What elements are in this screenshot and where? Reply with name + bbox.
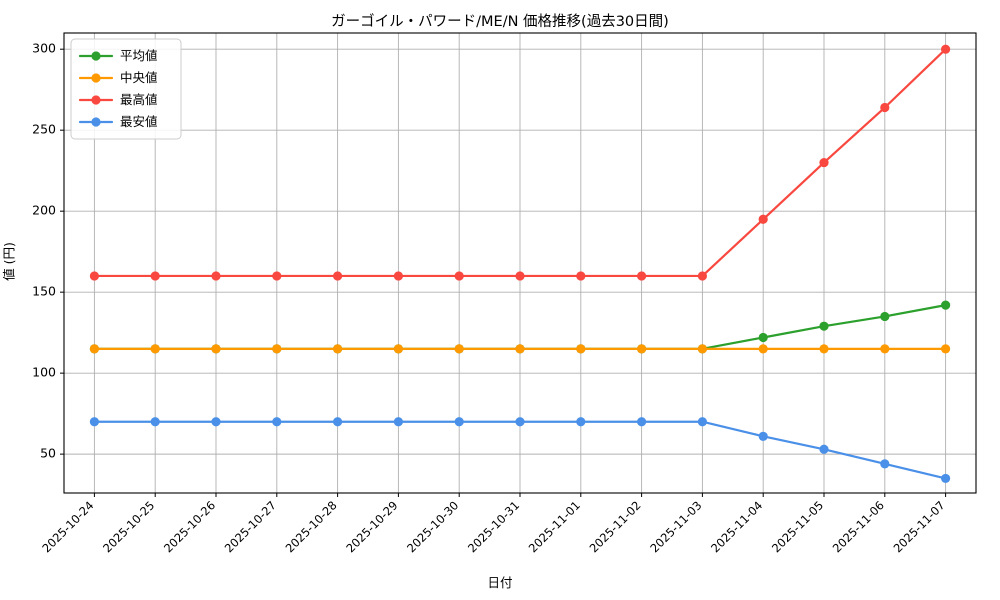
legend-marker [91,73,101,83]
y-tick-label: 100 [32,365,56,380]
data-point [150,271,160,281]
legend-marker [91,95,101,105]
x-tick-label: 2025-10-31 [465,498,522,555]
y-tick-label: 250 [32,122,56,137]
data-point [697,417,708,427]
data-point [819,157,829,168]
x-tick-label: 2025-11-06 [830,498,887,555]
series-4 [89,417,951,484]
data-point [89,417,99,427]
data-point [393,344,403,354]
data-point [393,271,403,281]
x-tick-label: 2025-11-05 [769,498,826,555]
y-tick-label: 300 [32,41,56,56]
data-point [211,271,221,281]
data-point [819,444,829,454]
x-tick-label: 2025-10-26 [161,498,218,555]
data-point [150,417,160,427]
data-point [880,311,890,322]
data-point [211,344,221,354]
y-tick-label: 50 [40,446,56,461]
data-point [637,344,647,354]
data-point [758,214,768,224]
legend-label: 最高値 [120,92,158,107]
data-point [333,271,343,281]
data-point [454,417,464,427]
x-tick-label: 2025-11-02 [587,498,644,555]
data-point [454,271,464,281]
legend-label: 最安値 [120,114,158,129]
x-tick-label: 2025-10-27 [222,498,279,555]
data-point [211,417,221,427]
data-point [272,344,282,354]
data-series-layer [89,44,951,484]
x-axis-label: 日付 [487,575,513,590]
data-point [941,473,951,484]
data-point [819,344,829,354]
y-tick-label: 150 [32,284,56,299]
data-point [89,271,99,281]
legend-item-1[interactable]: 平均値 [78,48,158,63]
data-point [272,271,282,281]
legend-box [70,38,182,140]
data-point [333,417,343,427]
data-point [637,271,647,281]
data-point [393,417,403,427]
legend-label: 平均値 [120,48,158,63]
x-tick-label: 2025-11-01 [526,498,583,555]
x-tick-label: 2025-10-25 [100,498,157,555]
data-point [576,344,586,354]
data-point [150,344,160,354]
data-point [758,344,768,354]
x-tick-label: 2025-11-07 [891,498,948,555]
data-point [941,344,951,354]
data-point [89,344,99,354]
data-point [941,300,951,310]
data-point [880,459,890,469]
x-tick-label: 2025-10-29 [343,498,400,555]
legend-item-4[interactable]: 最安値 [78,114,158,129]
data-point [697,271,708,281]
data-point [880,344,890,354]
legend-item-2[interactable]: 中央値 [78,70,158,85]
data-point [515,271,525,281]
data-point [576,271,586,281]
series-3 [89,44,951,281]
y-tick-label: 200 [32,203,56,218]
data-point [576,417,586,427]
data-point [637,417,647,427]
legend-marker [91,117,101,127]
data-point [333,344,343,354]
data-point [819,321,829,331]
data-point [941,44,951,54]
data-point [272,417,282,427]
series-2 [89,344,951,354]
data-point [515,417,525,427]
chart-title: ガーゴイル・パワード/ME/N 価格推移(過去30日間) [331,14,669,30]
x-tick-label: 2025-10-30 [404,498,461,555]
legend-marker [91,51,101,61]
data-point [758,431,768,441]
legend-label: 中央値 [120,70,158,85]
data-point [880,102,890,113]
data-point [515,344,525,354]
x-tick-label: 2025-10-24 [39,498,96,555]
gridlines [64,33,976,493]
data-point [454,344,464,354]
legend-item-3[interactable]: 最高値 [78,92,158,107]
data-point [697,344,708,354]
x-tick-label: 2025-11-04 [708,498,765,555]
x-tick-label: 2025-10-28 [283,498,340,555]
x-tick-label: 2025-11-03 [647,498,704,555]
data-point [758,332,768,343]
